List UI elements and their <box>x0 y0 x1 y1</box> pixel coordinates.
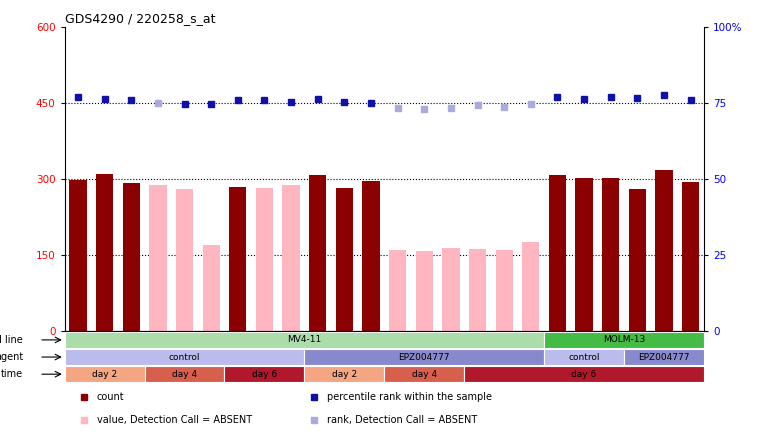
Bar <box>629 189 646 331</box>
Text: day 6: day 6 <box>572 370 597 379</box>
Bar <box>495 250 513 331</box>
Bar <box>575 178 593 331</box>
Bar <box>682 182 699 331</box>
Bar <box>336 188 353 331</box>
Bar <box>442 248 460 331</box>
Bar <box>96 174 113 331</box>
Bar <box>224 366 304 382</box>
Bar <box>69 180 87 331</box>
Bar <box>384 366 464 382</box>
Bar <box>304 366 384 382</box>
Bar <box>256 188 273 331</box>
Bar <box>624 349 704 365</box>
Text: GDS4290 / 220258_s_at: GDS4290 / 220258_s_at <box>65 12 215 25</box>
Text: day 4: day 4 <box>412 370 437 379</box>
Bar <box>389 250 406 331</box>
Bar <box>309 175 326 331</box>
Text: day 2: day 2 <box>332 370 357 379</box>
Bar <box>416 251 433 331</box>
Bar <box>549 175 566 331</box>
Text: EPZ004777: EPZ004777 <box>399 353 450 361</box>
Bar <box>65 349 304 365</box>
Text: day 4: day 4 <box>172 370 197 379</box>
Bar <box>65 366 145 382</box>
Bar <box>304 349 544 365</box>
Text: EPZ004777: EPZ004777 <box>638 353 689 361</box>
Bar <box>149 185 167 331</box>
Bar <box>544 332 704 348</box>
Bar <box>145 366 224 382</box>
Bar <box>202 245 220 331</box>
Text: value, Detection Call = ABSENT: value, Detection Call = ABSENT <box>97 416 252 425</box>
Text: percentile rank within the sample: percentile rank within the sample <box>326 392 492 402</box>
Bar <box>544 349 624 365</box>
Text: control: control <box>169 353 200 361</box>
Bar <box>655 170 673 331</box>
Text: control: control <box>568 353 600 361</box>
Bar <box>522 242 540 331</box>
Bar <box>602 178 619 331</box>
Text: day 6: day 6 <box>252 370 277 379</box>
Bar <box>469 249 486 331</box>
Bar <box>464 366 704 382</box>
Bar <box>362 181 380 331</box>
Text: MV4-11: MV4-11 <box>287 335 322 345</box>
Bar <box>123 183 140 331</box>
Bar <box>282 185 300 331</box>
Text: cell line: cell line <box>0 335 23 345</box>
Text: day 2: day 2 <box>92 370 117 379</box>
Text: time: time <box>1 369 23 379</box>
Bar <box>65 332 544 348</box>
Text: rank, Detection Call = ABSENT: rank, Detection Call = ABSENT <box>326 416 477 425</box>
Text: count: count <box>97 392 124 402</box>
Bar <box>229 186 247 331</box>
Text: MOLM-13: MOLM-13 <box>603 335 645 345</box>
Bar <box>176 189 193 331</box>
Text: agent: agent <box>0 352 23 362</box>
